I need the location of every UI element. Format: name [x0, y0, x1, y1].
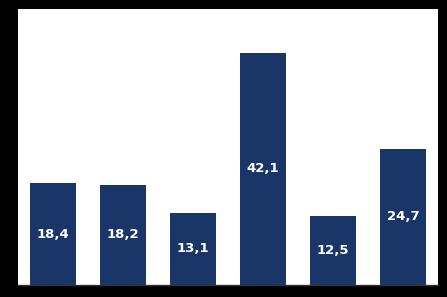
Text: 13,1: 13,1	[177, 242, 209, 255]
Text: 24,7: 24,7	[387, 210, 419, 223]
Text: 42,1: 42,1	[247, 162, 279, 175]
Text: 12,5: 12,5	[317, 244, 349, 257]
Bar	[240, 53, 286, 285]
Bar	[170, 213, 216, 285]
Bar	[310, 216, 356, 285]
Text: 18,4: 18,4	[37, 228, 69, 241]
Bar	[380, 149, 426, 285]
Text: 18,2: 18,2	[107, 228, 139, 241]
Bar	[30, 184, 76, 285]
Bar	[100, 184, 146, 285]
